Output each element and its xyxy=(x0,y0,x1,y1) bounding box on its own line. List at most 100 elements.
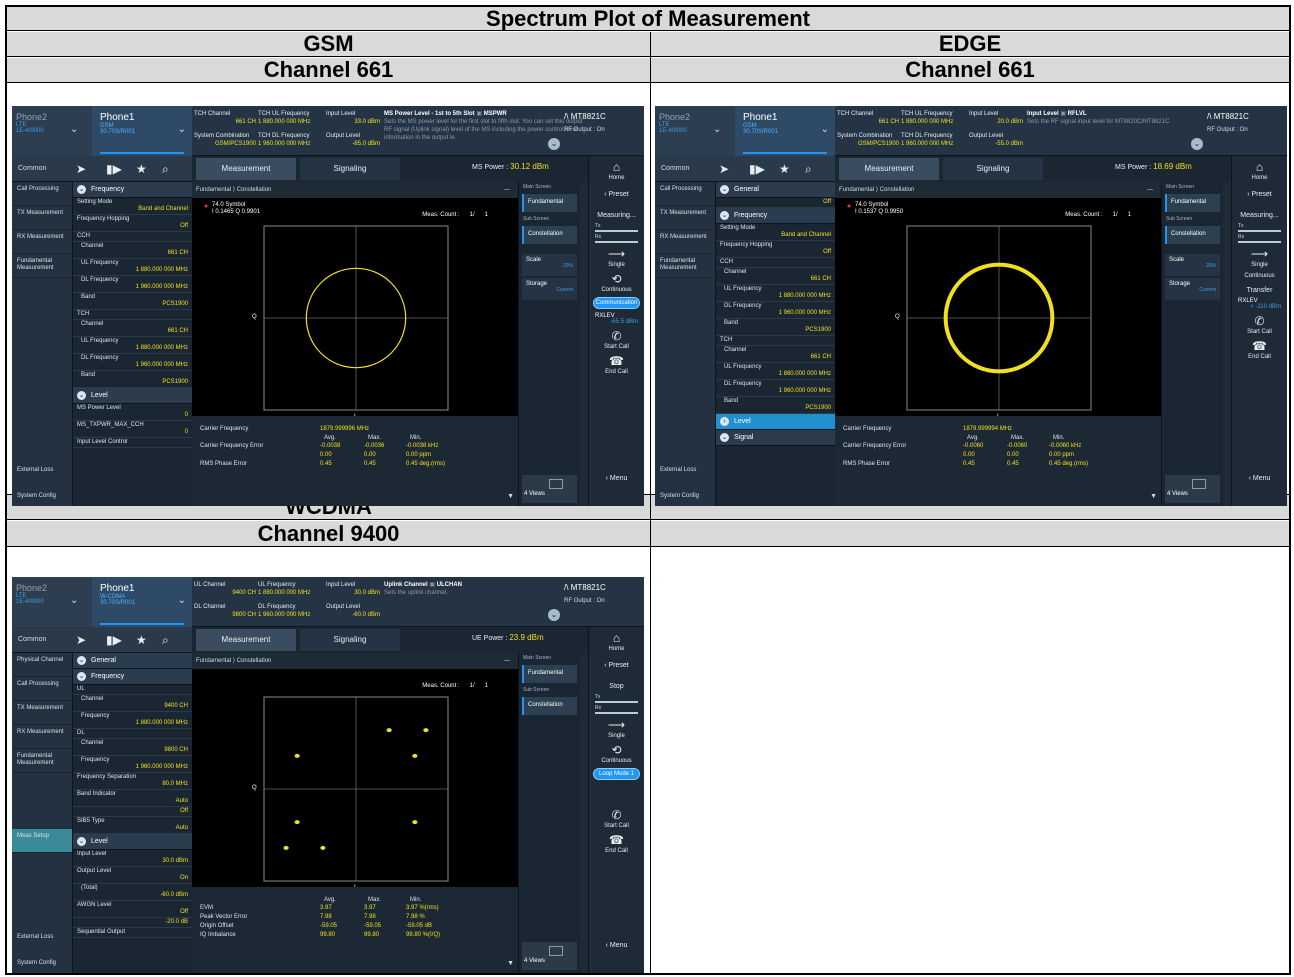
ul-frequency-row[interactable]: Frequency 1 880.000 000 MHz xyxy=(73,712,192,729)
sequence-icon[interactable]: ▮▶ xyxy=(106,162,122,176)
next-icon[interactable]: ➤ xyxy=(76,633,87,647)
band-indicator-row[interactable]: Band Indicator Auto xyxy=(73,790,192,807)
cch-dl-frequency-row[interactable]: DL Frequency 1 960.000 000 MHz xyxy=(73,276,192,293)
home-button[interactable]: ⌂ Home xyxy=(589,160,644,181)
nav-item[interactable]: Fundamental Measurement xyxy=(12,254,72,278)
setting-mode-row[interactable]: Setting Mode Band and Channel xyxy=(716,224,835,241)
minimize-icon[interactable]: — xyxy=(504,658,510,664)
tch-dl-frequency-row[interactable]: DL Frequency 1 960.000 000 MHz xyxy=(73,354,192,371)
scroll-down-icon[interactable]: ▼ xyxy=(507,960,514,967)
ms-txpwr-row[interactable]: MS_TXPWR_MAX_CCH 0 xyxy=(73,421,192,438)
general-row[interactable]: Off xyxy=(716,198,835,208)
measure-status-button[interactable]: Measuring... xyxy=(597,212,636,219)
sequential-output-row[interactable]: Sequential Output xyxy=(73,928,192,938)
dl-frequency-row[interactable]: Frequency 1 960.000 000 MHz xyxy=(73,756,192,773)
nav-item-bottom[interactable]: System Config xyxy=(17,493,57,499)
cch-channel-row[interactable]: Channel 661 CH xyxy=(73,242,192,259)
single-button[interactable]: ⟶ Single xyxy=(589,718,644,739)
setting-mode-row[interactable]: Setting Mode Band and Channel xyxy=(73,198,192,215)
nav-item[interactable]: Call Processing xyxy=(655,182,715,206)
continuous-button[interactable]: Continuous xyxy=(1232,272,1287,279)
start-call-button[interactable]: ✆ Start Call xyxy=(589,808,644,829)
tch-ul-frequency-row[interactable]: UL Frequency 1 880.000 000 MHz xyxy=(73,337,192,354)
cch-ul-frequency-row[interactable]: UL Frequency 1 880.000 000 MHz xyxy=(73,259,192,276)
mode-button[interactable]: Communication xyxy=(593,297,640,309)
scale-setting[interactable]: Scale 20% xyxy=(522,254,577,276)
common-button[interactable]: Common xyxy=(18,636,47,643)
continuous-button[interactable]: ⟲ Continuous xyxy=(589,743,644,764)
sub-screen-constellation[interactable]: Constellation xyxy=(522,697,577,715)
sib5-type-row[interactable]: SIB5 Type Auto xyxy=(73,817,192,834)
views-button[interactable]: 4 Views xyxy=(522,475,577,503)
nav-item[interactable]: Physical Channel xyxy=(12,653,72,677)
tab-measurement[interactable]: Measurement xyxy=(196,158,296,180)
preset-button[interactable]: ‹ Preset xyxy=(589,662,644,669)
end-call-button[interactable]: ☎ End Call xyxy=(589,354,644,375)
minimize-icon[interactable]: — xyxy=(504,187,510,193)
tch-heading[interactable]: TCH xyxy=(716,336,835,346)
phone1-tab[interactable]: Phone1 W-CDMA 30.70S/R001 ⌄ xyxy=(92,577,192,627)
nav-item[interactable]: RX Measurement xyxy=(12,725,72,749)
nav-item-meas-setup[interactable]: Meas Setup xyxy=(12,829,72,853)
cch-dl-frequency-row[interactable]: DL Frequency 1 960.000 000 MHz xyxy=(716,302,835,319)
group-level[interactable]: ⌄ Level xyxy=(73,834,192,850)
nav-item-bottom[interactable]: System Config xyxy=(17,960,57,966)
tch-channel-row[interactable]: Channel 661 CH xyxy=(716,346,835,363)
main-screen-fundamental[interactable]: Fundamental xyxy=(522,665,577,683)
single-button[interactable]: ⟶ Single xyxy=(589,247,644,268)
nav-item[interactable]: Fundamental Measurement xyxy=(655,254,715,278)
next-icon[interactable]: ➤ xyxy=(719,162,730,176)
nav-item-bottom[interactable]: External Loss xyxy=(660,467,697,473)
next-icon[interactable]: ➤ xyxy=(76,162,87,176)
measure-status-button[interactable]: Measuring... xyxy=(1240,212,1279,219)
dl-channel-row[interactable]: Channel 9800 CH xyxy=(73,739,192,756)
awgn-level-value[interactable]: -20.0 dB xyxy=(73,918,192,928)
tab-measurement[interactable]: Measurement xyxy=(839,158,939,180)
menu-button[interactable]: ‹ Menu xyxy=(1232,475,1287,482)
star-icon[interactable]: ★ xyxy=(136,633,147,647)
common-button[interactable]: Common xyxy=(661,165,690,172)
band-indicator-off[interactable]: Off xyxy=(73,807,192,817)
scale-setting[interactable]: Scale 20% xyxy=(1165,254,1220,276)
views-button[interactable]: 4 Views xyxy=(1165,475,1220,503)
tch-band-row[interactable]: Band PCS1900 xyxy=(716,397,835,414)
cch-band-row[interactable]: Band PCS1900 xyxy=(73,293,192,310)
storage-setting[interactable]: Storage Current xyxy=(522,278,577,300)
nav-item[interactable]: Call Processing xyxy=(12,182,72,206)
expand-icon[interactable]: ⌄ xyxy=(548,609,560,621)
measure-status-button[interactable]: Stop xyxy=(609,683,624,690)
main-screen-fundamental[interactable]: Fundamental xyxy=(522,194,577,212)
ul-channel-row[interactable]: Channel 9400 CH xyxy=(73,695,192,712)
tch-ul-frequency-row[interactable]: UL Frequency 1 880.000 000 MHz xyxy=(716,363,835,380)
output-level-row[interactable]: Output Level On xyxy=(73,867,192,884)
nav-item[interactable]: RX Measurement xyxy=(12,230,72,254)
start-call-button[interactable]: ✆ Start Call xyxy=(589,329,644,350)
cch-band-row[interactable]: Band PCS1900 xyxy=(716,319,835,336)
group-general[interactable]: ⌄ General xyxy=(73,653,192,669)
input-level-control-row[interactable]: Input Level Control xyxy=(73,438,192,448)
ul-heading[interactable]: UL xyxy=(73,685,192,695)
frequency-separation-row[interactable]: Frequency Separation 80.0 MHz xyxy=(73,773,192,790)
group-general[interactable]: ⌄ General xyxy=(716,182,835,198)
frequency-hopping-row[interactable]: Frequency Hopping Off xyxy=(73,215,192,232)
tab-measurement[interactable]: Measurement xyxy=(196,629,296,651)
end-call-button[interactable]: ☎ End Call xyxy=(589,833,644,854)
cch-heading[interactable]: CCH xyxy=(716,258,835,268)
menu-button[interactable]: ‹ Menu xyxy=(589,942,644,949)
star-icon[interactable]: ★ xyxy=(779,162,790,176)
search-icon[interactable]: ⌕ xyxy=(162,633,169,647)
minimize-icon[interactable]: — xyxy=(1147,187,1153,193)
common-button[interactable]: Common xyxy=(18,165,47,172)
tab-signaling[interactable]: Signaling xyxy=(300,629,400,651)
tch-band-row[interactable]: Band PCS1900 xyxy=(73,371,192,388)
cch-heading[interactable]: CCH xyxy=(73,232,192,242)
expand-icon[interactable]: ⌄ xyxy=(548,138,560,150)
scroll-down-icon[interactable]: ▼ xyxy=(507,493,514,500)
dl-heading[interactable]: DL xyxy=(73,729,192,739)
search-icon[interactable]: ⌕ xyxy=(162,162,169,176)
group-level[interactable]: › Level xyxy=(716,414,835,430)
phone2-tab[interactable]: Phone2 LTE 1E-4/9000 ⌄ xyxy=(12,106,92,156)
tch-dl-frequency-row[interactable]: DL Frequency 1 960.000 000 MHz xyxy=(716,380,835,397)
phone2-tab[interactable]: Phone2 LTE 1E-4/9000 ⌄ xyxy=(12,577,92,627)
menu-button[interactable]: ‹ Menu xyxy=(589,475,644,482)
